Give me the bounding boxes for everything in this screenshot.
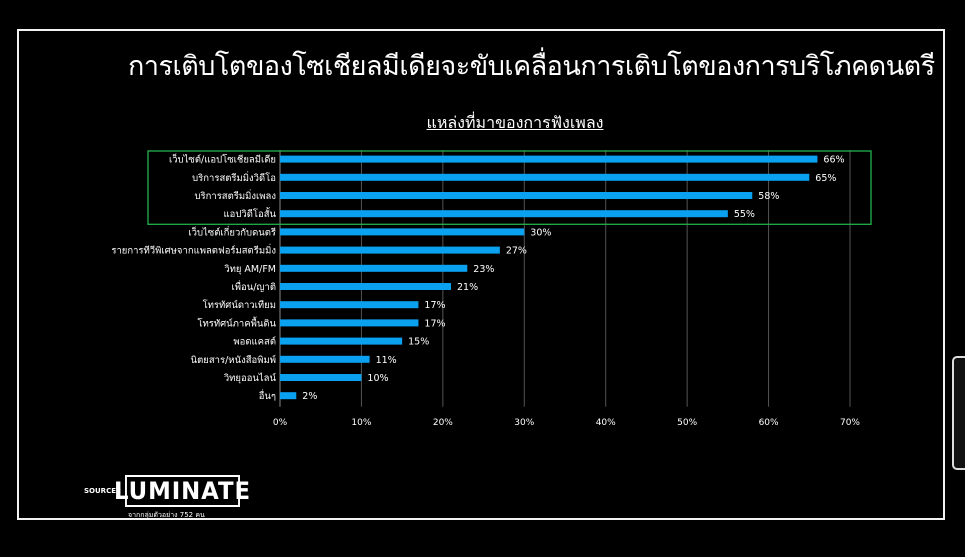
chart-title: แหล่งที่มาของการฟังเพลง: [426, 113, 604, 132]
slide-frame: [17, 29, 945, 520]
data-label: 27%: [506, 246, 527, 257]
category-label: แอปวิดีโอสั้น: [224, 207, 277, 220]
category-label: โทรทัศน์ภาคพื้นดิน: [197, 316, 276, 329]
luminate-logo: LUMINATE: [113, 475, 252, 507]
x-tick-label: 10%: [351, 418, 371, 428]
bar: [280, 337, 403, 345]
bar: [280, 210, 728, 218]
data-label: 66%: [823, 155, 844, 166]
highlight-box: [147, 150, 872, 225]
side-scroll-tab[interactable]: [952, 356, 965, 470]
x-tick-label: 50%: [677, 418, 697, 428]
data-label: 21%: [457, 282, 478, 293]
slide-title: การเติบโตของโซเชียลมีเดียจะขับเคลื่อนการ…: [128, 51, 935, 82]
data-label: 23%: [473, 264, 494, 275]
data-label: 17%: [424, 300, 445, 311]
category-label: บริการสตรีมมิ่งวิดีโอ: [192, 171, 276, 184]
data-label: 2%: [302, 391, 317, 402]
source-label: SOURCE :: [84, 487, 122, 495]
x-tick-label: 70%: [840, 418, 860, 428]
bar: [280, 246, 500, 254]
x-tick-label: 60%: [759, 418, 779, 428]
x-tick-label: 30%: [514, 418, 534, 428]
bar: [280, 301, 419, 309]
bar: [280, 264, 468, 272]
data-label: 30%: [530, 227, 551, 238]
data-label: 15%: [408, 337, 429, 348]
bar: [280, 355, 370, 363]
category-label: เว็บไซต์เกี่ยวกับดนตรี: [188, 225, 276, 238]
bar: [280, 192, 753, 199]
category-label: อื่นๆ: [258, 389, 276, 402]
bar: [280, 319, 419, 327]
category-label: นิตยสาร/หนังสือพิมพ์: [191, 354, 276, 366]
category-label: โทรทัศน์ดาวเทียม: [203, 299, 276, 311]
category-label: วิทยุ AM/FM: [224, 264, 276, 275]
bar: [280, 374, 362, 381]
data-label: 17%: [424, 318, 445, 329]
bar: [280, 228, 525, 236]
bar: [280, 392, 297, 400]
bar: [280, 283, 451, 290]
data-label: 10%: [367, 373, 388, 384]
data-label: 11%: [376, 355, 397, 366]
x-tick-label: 20%: [433, 418, 453, 428]
bar: [280, 173, 810, 181]
data-label: 55%: [734, 209, 755, 220]
x-tick-label: 0%: [273, 418, 288, 428]
category-label: บริการสตรีมมิ่งเพลง: [194, 189, 276, 202]
data-label: 65%: [815, 173, 836, 184]
category-label: เว็บไซต์/แอปโซเชียลมีเดีย: [169, 153, 276, 166]
x-tick-label: 40%: [596, 418, 616, 428]
data-label: 58%: [758, 191, 779, 202]
category-label: รายการทีวีพิเศษจากแพลตฟอร์มสตรีมมิ่ง: [111, 244, 276, 257]
sample-note: จากกลุ่มตัวอย่าง 752 คน: [128, 511, 205, 519]
category-label: เพื่อน/ญาติ: [231, 280, 276, 293]
bar: [280, 155, 818, 163]
category-label: วิทยุออนไลน์: [223, 372, 276, 384]
category-label: พอดแคสต์: [233, 336, 276, 348]
